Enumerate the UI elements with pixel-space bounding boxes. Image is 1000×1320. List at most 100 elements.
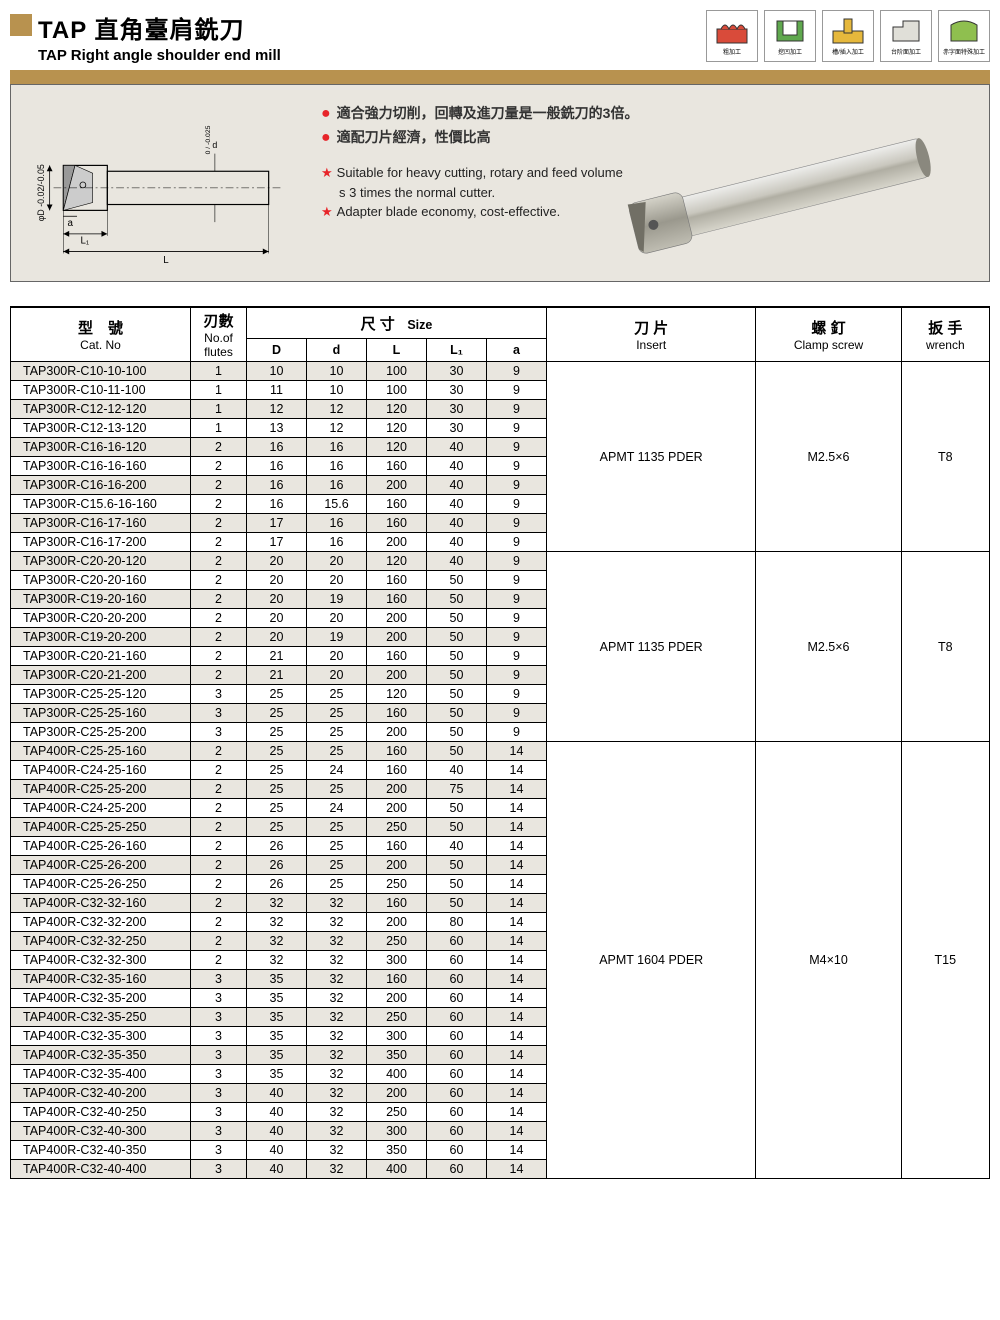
cell-catno: TAP400R-C25-26-250 — [11, 875, 191, 894]
cell-L1: 30 — [427, 381, 487, 400]
cell-d: 32 — [307, 913, 367, 932]
cell-a: 14 — [487, 799, 547, 818]
th-insert-en: Insert — [551, 338, 751, 352]
cell-L: 200 — [367, 533, 427, 552]
cell-catno: TAP400R-C32-40-250 — [11, 1103, 191, 1122]
cell-D: 16 — [247, 495, 307, 514]
cell-a: 9 — [487, 400, 547, 419]
title-en: TAP Right angle shoulder end mill — [38, 47, 281, 64]
cell-L: 160 — [367, 970, 427, 989]
cell-d: 16 — [307, 476, 367, 495]
cell-L1: 60 — [427, 951, 487, 970]
svg-text:L: L — [163, 255, 169, 266]
cell-a: 9 — [487, 704, 547, 723]
cell-catno: TAP400R-C24-25-160 — [11, 761, 191, 780]
cell-d: 32 — [307, 932, 367, 951]
svg-text:d: d — [212, 140, 217, 150]
cell-a: 9 — [487, 571, 547, 590]
cell-a: 9 — [487, 628, 547, 647]
cell-L: 300 — [367, 951, 427, 970]
th-flutes-en: No.of flutes — [195, 331, 242, 359]
cell-d: 25 — [307, 780, 367, 799]
cell-L: 300 — [367, 1122, 427, 1141]
cell-D: 25 — [247, 685, 307, 704]
cell-flutes: 1 — [191, 400, 247, 419]
cell-flutes: 2 — [191, 590, 247, 609]
cell-d: 25 — [307, 723, 367, 742]
cell-flutes: 2 — [191, 818, 247, 837]
th-d: d — [307, 339, 367, 362]
cell-d: 20 — [307, 609, 367, 628]
cell-catno: TAP300R-C16-16-120 — [11, 438, 191, 457]
process-icon: 粗加工 — [706, 10, 758, 62]
process-icon-label: 赤字面特殊加工 — [943, 47, 985, 56]
cell-catno: TAP300R-C20-21-160 — [11, 647, 191, 666]
cell-L1: 60 — [427, 1027, 487, 1046]
cell-d: 25 — [307, 685, 367, 704]
cell-L: 160 — [367, 761, 427, 780]
cell-catno: TAP400R-C32-40-400 — [11, 1160, 191, 1179]
cell-a: 9 — [487, 476, 547, 495]
cell-L: 160 — [367, 514, 427, 533]
cell-catno: TAP400R-C32-32-250 — [11, 932, 191, 951]
cell-D: 25 — [247, 799, 307, 818]
svg-text:0 / -0.025: 0 / -0.025 — [205, 125, 212, 154]
cell-a: 9 — [487, 381, 547, 400]
cell-D: 16 — [247, 457, 307, 476]
cell-D: 25 — [247, 780, 307, 799]
cell-L: 160 — [367, 704, 427, 723]
cell-L1: 50 — [427, 666, 487, 685]
th-L1: L₁ — [427, 339, 487, 362]
cell-catno: TAP400R-C25-25-250 — [11, 818, 191, 837]
cell-L1: 30 — [427, 362, 487, 381]
cell-catno: TAP300R-C16-16-160 — [11, 457, 191, 476]
cell-flutes: 3 — [191, 970, 247, 989]
process-icons: 粗加工挖凹加工槽/插入加工台阶面加工赤字面特殊加工 — [706, 10, 990, 62]
cell-a: 14 — [487, 913, 547, 932]
cell-flutes: 2 — [191, 514, 247, 533]
cell-d: 32 — [307, 1008, 367, 1027]
cell-a: 9 — [487, 438, 547, 457]
cell-D: 40 — [247, 1141, 307, 1160]
cell-catno: TAP400R-C32-32-200 — [11, 913, 191, 932]
cell-L: 300 — [367, 1027, 427, 1046]
cell-a: 9 — [487, 685, 547, 704]
cell-a: 14 — [487, 932, 547, 951]
cell-flutes: 3 — [191, 1084, 247, 1103]
cell-d: 25 — [307, 856, 367, 875]
cell-D: 32 — [247, 951, 307, 970]
cell-L: 200 — [367, 913, 427, 932]
cell-D: 35 — [247, 1065, 307, 1084]
cell-L1: 75 — [427, 780, 487, 799]
cell-catno: TAP300R-C16-17-160 — [11, 514, 191, 533]
cell-d: 25 — [307, 875, 367, 894]
cell-a: 14 — [487, 818, 547, 837]
th-a: a — [487, 339, 547, 362]
cell-d: 25 — [307, 742, 367, 761]
cell-catno: TAP400R-C25-26-160 — [11, 837, 191, 856]
cell-D: 40 — [247, 1160, 307, 1179]
cell-catno: TAP300R-C12-12-120 — [11, 400, 191, 419]
cell-L: 400 — [367, 1065, 427, 1084]
cell-D: 40 — [247, 1084, 307, 1103]
cell-d: 32 — [307, 1065, 367, 1084]
cell-L: 100 — [367, 381, 427, 400]
cell-screw: M2.5×6 — [756, 362, 901, 552]
process-icon-label: 台阶面加工 — [891, 47, 921, 56]
cell-d: 32 — [307, 1084, 367, 1103]
cell-d: 16 — [307, 533, 367, 552]
cell-catno: TAP400R-C32-40-350 — [11, 1141, 191, 1160]
cell-catno: TAP400R-C32-40-200 — [11, 1084, 191, 1103]
cell-L1: 60 — [427, 1160, 487, 1179]
cell-L1: 50 — [427, 685, 487, 704]
cell-catno: TAP400R-C25-25-160 — [11, 742, 191, 761]
cell-a: 9 — [487, 723, 547, 742]
process-icon-label: 粗加工 — [723, 47, 741, 56]
cell-a: 9 — [487, 419, 547, 438]
cell-flutes: 2 — [191, 913, 247, 932]
th-flutes-cn: 刃數 — [195, 310, 242, 331]
cell-flutes: 2 — [191, 932, 247, 951]
cell-L1: 50 — [427, 723, 487, 742]
cell-D: 20 — [247, 552, 307, 571]
cell-D: 35 — [247, 1046, 307, 1065]
